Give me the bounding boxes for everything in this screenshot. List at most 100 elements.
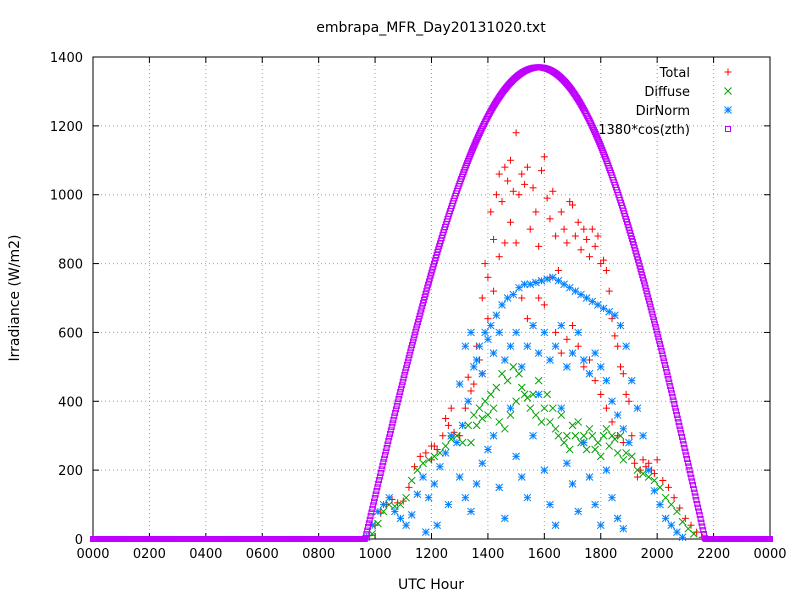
x-tick-label: 0600: [246, 547, 279, 562]
data-point: [503, 376, 512, 385]
data-point: [613, 411, 622, 419]
data-point: [368, 509, 375, 516]
data-point: [588, 121, 595, 128]
data-point: [569, 201, 577, 209]
data-point: [417, 309, 424, 316]
y-tick-label: 800: [58, 258, 83, 273]
chart-title: embrapa_MFR_Day20131020.txt: [316, 20, 546, 36]
data-point: [619, 424, 628, 433]
data-point: [641, 281, 648, 288]
data-point: [548, 404, 557, 413]
data-point: [495, 253, 503, 261]
data-point: [418, 306, 425, 313]
data-point: [622, 390, 630, 398]
data-point: [414, 322, 421, 329]
data-point: [671, 401, 678, 408]
data-point: [666, 379, 673, 386]
data-point: [688, 474, 695, 481]
data-point: [492, 383, 501, 392]
data-point: [517, 383, 526, 392]
data-point: [650, 476, 659, 485]
data-point: [619, 455, 628, 464]
data-point: [472, 480, 481, 488]
data-point: [387, 427, 394, 434]
data-point: [692, 493, 699, 500]
data-point: [423, 287, 430, 294]
data-point: [425, 281, 432, 288]
data-point: [387, 430, 394, 437]
data-point: [655, 334, 662, 341]
data-point: [424, 284, 431, 291]
data-point: [401, 372, 408, 379]
data-point: [683, 452, 690, 459]
data-point: [689, 529, 698, 538]
data-point: [667, 500, 676, 509]
data-point: [574, 342, 582, 350]
data-point: [441, 449, 450, 457]
data-point: [489, 431, 498, 440]
data-point: [557, 321, 566, 330]
data-point: [447, 404, 455, 412]
data-point: [695, 504, 702, 511]
series-1380-cos-zth: [90, 64, 773, 542]
series-total: [365, 129, 706, 541]
data-point: [637, 265, 644, 272]
data-point: [540, 328, 549, 337]
data-point: [409, 338, 416, 345]
data-point: [605, 287, 613, 295]
data-point: [473, 137, 480, 144]
data-point: [616, 321, 625, 330]
data-point: [596, 363, 605, 371]
y-tick-label: 1400: [50, 51, 83, 66]
data-point: [379, 500, 388, 509]
data-point: [690, 485, 697, 492]
data-point: [481, 397, 489, 406]
data-point: [693, 528, 701, 536]
data-point: [469, 363, 478, 371]
y-tick-label: 200: [58, 464, 83, 479]
data-point: [579, 431, 588, 440]
data-point: [670, 397, 677, 404]
data-point: [402, 493, 410, 502]
data-point: [430, 442, 438, 450]
x-tick-label: 2000: [641, 547, 674, 562]
data-point: [616, 363, 624, 371]
data-point: [419, 303, 426, 310]
data-point: [535, 242, 543, 250]
data-point: [481, 328, 489, 337]
data-point: [370, 502, 377, 509]
data-point: [568, 349, 577, 357]
x-tick-label: 0800: [302, 547, 335, 562]
data-point: [549, 187, 557, 195]
data-point: [681, 444, 688, 451]
data-point: [416, 452, 424, 460]
data-point: [693, 497, 700, 504]
legend-marker: [724, 68, 732, 76]
data-point: [420, 300, 427, 307]
data-point: [605, 442, 614, 450]
data-point: [551, 342, 560, 351]
data-point: [676, 422, 683, 429]
data-point: [594, 232, 602, 240]
data-point: [563, 363, 571, 371]
x-tick-label: 1200: [415, 547, 448, 562]
data-point: [571, 232, 579, 240]
data-point: [478, 414, 487, 423]
data-point: [467, 438, 475, 447]
data-point: [512, 239, 520, 247]
data-point: [634, 253, 641, 260]
data-point: [639, 272, 646, 279]
data-point: [645, 294, 652, 301]
data-point: [537, 418, 546, 426]
data-point: [382, 448, 389, 455]
data-point: [648, 307, 655, 314]
data-point: [517, 363, 526, 371]
data-point: [678, 430, 685, 437]
data-point: [585, 424, 594, 433]
data-point: [475, 404, 484, 413]
data-point: [585, 369, 594, 378]
data-point: [695, 508, 702, 515]
x-tick-label: 0000: [76, 547, 109, 562]
data-point: [498, 198, 506, 206]
